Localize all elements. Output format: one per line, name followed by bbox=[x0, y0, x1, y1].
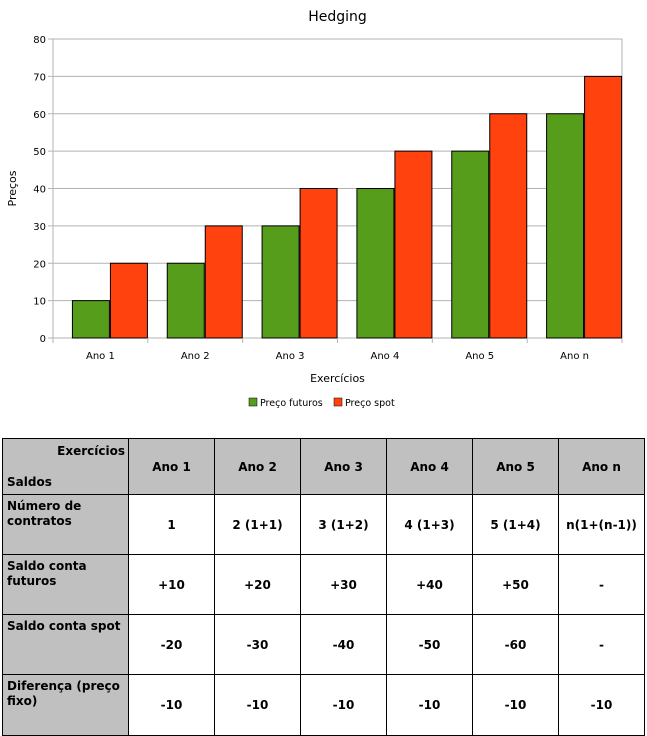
corner-bottom-label: Saldos bbox=[7, 475, 52, 489]
legend-label: Preço spot bbox=[345, 398, 395, 409]
bar-futuros bbox=[166, 262, 205, 339]
column-header: Ano 5 bbox=[472, 438, 559, 495]
y-tick-label: 30 bbox=[33, 222, 46, 233]
row-label: Número de contratos bbox=[2, 494, 129, 555]
table-cell: -30 bbox=[214, 614, 301, 675]
table-cell: - bbox=[558, 614, 645, 675]
legend-swatch bbox=[333, 397, 343, 407]
table-cell: -20 bbox=[128, 614, 215, 675]
table-cell: -40 bbox=[300, 614, 387, 675]
column-header: Ano 3 bbox=[300, 438, 387, 495]
y-tick-label: 50 bbox=[33, 147, 46, 158]
x-axis-label: Exercícios bbox=[310, 372, 365, 385]
bar-spot bbox=[489, 113, 528, 339]
table-row: Saldo conta futuros +10 +20 +30 +40 +50 … bbox=[2, 554, 645, 615]
column-header: Ano 4 bbox=[386, 438, 473, 495]
table-cell: +20 bbox=[214, 554, 301, 615]
chart-title: Hedging bbox=[308, 9, 367, 25]
table-cell: -10 bbox=[558, 674, 645, 736]
table-cell: 2 (1+1) bbox=[214, 494, 301, 555]
table-cell: -50 bbox=[386, 614, 473, 675]
bar-futuros bbox=[356, 188, 395, 339]
table-cell: 1 bbox=[128, 494, 215, 555]
bar-spot bbox=[394, 150, 433, 339]
y-tick-label: 40 bbox=[33, 185, 46, 196]
table-cell: +50 bbox=[472, 554, 559, 615]
y-tick-label: 10 bbox=[33, 297, 46, 308]
x-tick-label: Ano 1 bbox=[86, 351, 115, 362]
bar-spot bbox=[299, 188, 338, 339]
row-label: Saldo conta futuros bbox=[2, 554, 129, 615]
summary-table: Exercícios Saldos Ano 1 Ano 2 Ano 3 Ano … bbox=[2, 438, 645, 736]
x-tick-label: Ano 4 bbox=[370, 351, 399, 362]
table-header-row: Exercícios Saldos Ano 1 Ano 2 Ano 3 Ano … bbox=[2, 438, 645, 495]
row-label: Diferença (preço fixo) bbox=[2, 674, 129, 736]
y-tick-label: 0 bbox=[40, 334, 46, 345]
table-cell: n(1+(n-1)) bbox=[558, 494, 645, 555]
table-cell: -10 bbox=[386, 674, 473, 736]
table-corner-cell: Exercícios Saldos bbox=[2, 438, 129, 495]
x-tick-label: Ano 5 bbox=[465, 351, 494, 362]
bar-futuros bbox=[451, 150, 490, 339]
table-cell: -10 bbox=[128, 674, 215, 736]
table-cell: +40 bbox=[386, 554, 473, 615]
table-cell: -10 bbox=[300, 674, 387, 736]
table-row: Número de contratos 1 2 (1+1) 3 (1+2) 4 … bbox=[2, 494, 645, 555]
y-tick-label: 70 bbox=[33, 72, 46, 83]
y-axis-label: Preços bbox=[6, 170, 19, 206]
bar-spot bbox=[109, 262, 148, 339]
x-tick-label: Ano 2 bbox=[181, 351, 210, 362]
bar-spot bbox=[584, 75, 623, 339]
table-cell: +10 bbox=[128, 554, 215, 615]
chart-area: Hedging 0 10 20 30 40 50 60 70 80 Ano 1 Ano 2 Ano 3 A… bbox=[6, 9, 623, 409]
x-tick-label: Ano n bbox=[560, 351, 589, 362]
bar-futuros bbox=[71, 300, 110, 339]
legend-swatch bbox=[248, 397, 258, 407]
table-cell: -10 bbox=[472, 674, 559, 736]
y-tick-label: 20 bbox=[33, 259, 46, 270]
corner-top-label: Exercícios bbox=[57, 444, 125, 458]
table-cell: -10 bbox=[214, 674, 301, 736]
table-cell: 5 (1+4) bbox=[472, 494, 559, 555]
y-tick-label: 80 bbox=[33, 35, 46, 46]
table-row: Diferença (preço fixo) -10 -10 -10 -10 -… bbox=[2, 674, 645, 736]
table-row: Saldo conta spot -20 -30 -40 -50 -60 - bbox=[2, 614, 645, 675]
table-cell: 4 (1+3) bbox=[386, 494, 473, 555]
column-header: Ano 1 bbox=[128, 438, 215, 495]
table-cell: +30 bbox=[300, 554, 387, 615]
bar-futuros bbox=[546, 113, 585, 339]
column-header: Ano 2 bbox=[214, 438, 301, 495]
table-cell: 3 (1+2) bbox=[300, 494, 387, 555]
row-label: Saldo conta spot bbox=[2, 614, 129, 675]
table-cell: -60 bbox=[472, 614, 559, 675]
bar-chart: Hedging 0 10 20 30 40 50 60 70 80 Ano 1 Ano 2 Ano 3 A… bbox=[6, 9, 623, 409]
column-header: Ano n bbox=[558, 438, 645, 495]
bar-spot bbox=[204, 225, 243, 339]
bar-futuros bbox=[261, 225, 300, 339]
table-cell: - bbox=[558, 554, 645, 615]
x-tick-label: Ano 3 bbox=[276, 351, 305, 362]
y-tick-label: 60 bbox=[33, 110, 46, 121]
legend-label: Preço futuros bbox=[260, 398, 323, 409]
